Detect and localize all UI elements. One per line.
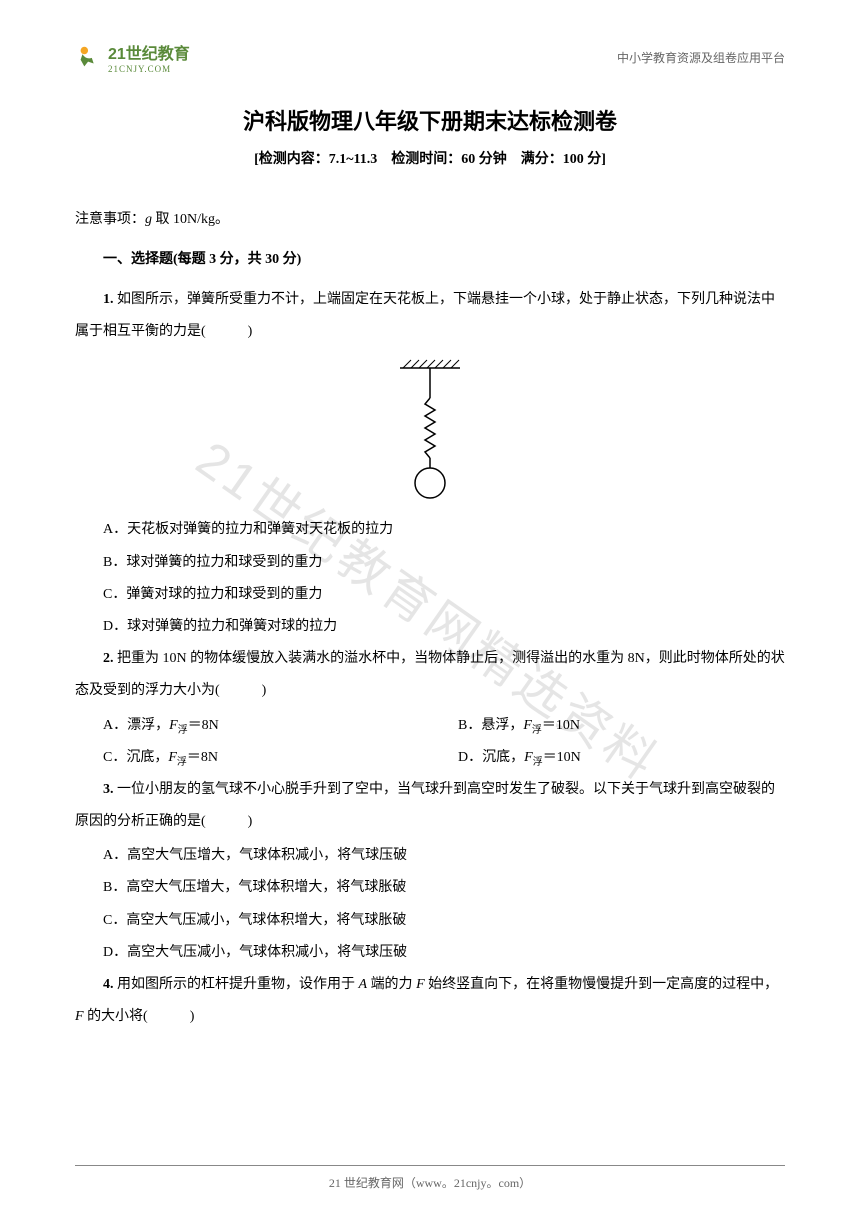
q1-num: 1. (103, 292, 114, 307)
header-right-text: 中小学教育资源及组卷应用平台 (617, 49, 785, 66)
q4-p2: 端的力 (367, 977, 416, 992)
question-1: 1. 如图所示，弹簧所受重力不计，上端固定在天花板上，下端悬挂一个小球，处于静止… (75, 284, 785, 348)
note: 注意事项：g 取 10N/kg。 (75, 208, 785, 228)
q1-figure (75, 356, 785, 506)
q1-text: 如图所示，弹簧所受重力不计，上端固定在天花板上，下端悬挂一个小球，处于静止状态，… (75, 292, 775, 339)
q4-F1: F (416, 977, 425, 992)
q2b-f: F (523, 718, 532, 733)
note-prefix: 注意事项： (75, 212, 145, 227)
q1-optB: B．球对弹簧的拉力和球受到的重力 (75, 547, 785, 579)
q2c-f: F (168, 750, 177, 765)
q2a-suf: ＝8N (188, 718, 219, 733)
question-4: 4. 用如图所示的杠杆提升重物，设作用于 A 端的力 F 始终竖直向下，在将重物… (75, 969, 785, 1033)
q2-optB: B．悬浮，F浮＝10N (430, 710, 785, 742)
question-2: 2. 把重为 10N 的物体缓慢放入装满水的溢水杯中，当物体静止后，测得溢出的水… (75, 643, 785, 707)
q2-optD: D．沉底，F浮＝10N (430, 742, 785, 774)
logo-text: 21世纪教育 (108, 46, 190, 63)
q2d-f: F (524, 750, 533, 765)
q1-optA: A．天花板对弹簧的拉力和弹簧对天花板的拉力 (75, 514, 785, 546)
q3-optB: B．高空大气压增大，气球体积增大，将气球胀破 (75, 872, 785, 904)
q2a-sub: 浮 (178, 724, 188, 735)
q2b-suf: ＝10N (542, 718, 580, 733)
q2b-pre: B．悬浮， (458, 718, 523, 733)
page-title: 沪科版物理八年级下册期末达标检测卷 (75, 104, 785, 136)
q2-row1: A．漂浮，F浮＝8N B．悬浮，F浮＝10N (75, 710, 785, 742)
q2c-pre: C．沉底， (103, 750, 168, 765)
page-header: 21世纪教育 21CNJY.COM 中小学教育资源及组卷应用平台 (75, 40, 785, 74)
q2c-sub: 浮 (177, 756, 187, 767)
note-g: g (145, 212, 152, 227)
logo-text-wrap: 21世纪教育 21CNJY.COM (108, 40, 190, 74)
q2a-f: F (169, 718, 178, 733)
section-1-header: 一、选择题(每题 3 分，共 30 分) (75, 248, 785, 268)
q2d-suf: ＝10N (543, 750, 581, 765)
q3-num: 3. (103, 782, 114, 797)
q2a-pre: A．漂浮， (103, 718, 169, 733)
q2c-suf: ＝8N (187, 750, 218, 765)
q2d-sub: 浮 (533, 756, 543, 767)
q3-text: 一位小朋友的氢气球不小心脱手升到了空中，当气球升到高空时发生了破裂。以下关于气球… (75, 782, 775, 829)
q2-row2: C．沉底，F浮＝8N D．沉底，F浮＝10N (75, 742, 785, 774)
q1-optD: D．球对弹簧的拉力和弹簧对球的拉力 (75, 611, 785, 643)
logo-sub: 21CNJY.COM (108, 64, 190, 74)
q4-F2: F (75, 1009, 84, 1024)
q2-optC: C．沉底，F浮＝8N (75, 742, 430, 774)
page-footer: 21 世纪教育网（www。21cnjy。com） (75, 1165, 785, 1191)
q3-optA: A．高空大气压增大，气球体积减小，将气球压破 (75, 840, 785, 872)
page-content: 21世纪教育 21CNJY.COM 中小学教育资源及组卷应用平台 沪科版物理八年… (75, 40, 785, 1033)
page-subtitle: [检测内容：7.1~11.3 检测时间：60 分钟 满分：100 分] (75, 148, 785, 168)
q4-num: 4. (103, 977, 114, 992)
q4-p4: 的大小将( ) (84, 1009, 195, 1024)
q4-p3: 始终竖直向下，在将重物慢慢提升到一定高度的过程中， (425, 977, 779, 992)
q1-optC: C．弹簧对球的拉力和球受到的重力 (75, 579, 785, 611)
question-3: 3. 一位小朋友的氢气球不小心脱手升到了空中，当气球升到高空时发生了破裂。以下关… (75, 774, 785, 838)
q3-optD: D．高空大气压减小，气球体积减小，将气球压破 (75, 937, 785, 969)
q2b-sub: 浮 (532, 724, 542, 735)
note-suffix: 取 10N/kg。 (152, 212, 229, 227)
logo-icon (75, 43, 103, 71)
q2-num: 2. (103, 651, 114, 666)
q2-text: 把重为 10N 的物体缓慢放入装满水的溢水杯中，当物体静止后，测得溢出的水重为 … (75, 651, 785, 698)
q4-p1: 用如图所示的杠杆提升重物，设作用于 (114, 977, 359, 992)
q2-optA: A．漂浮，F浮＝8N (75, 710, 430, 742)
logo: 21世纪教育 21CNJY.COM (75, 40, 190, 74)
q4-A: A (359, 977, 368, 992)
q3-optC: C．高空大气压减小，气球体积增大，将气球胀破 (75, 905, 785, 937)
q2d-pre: D．沉底， (458, 750, 524, 765)
